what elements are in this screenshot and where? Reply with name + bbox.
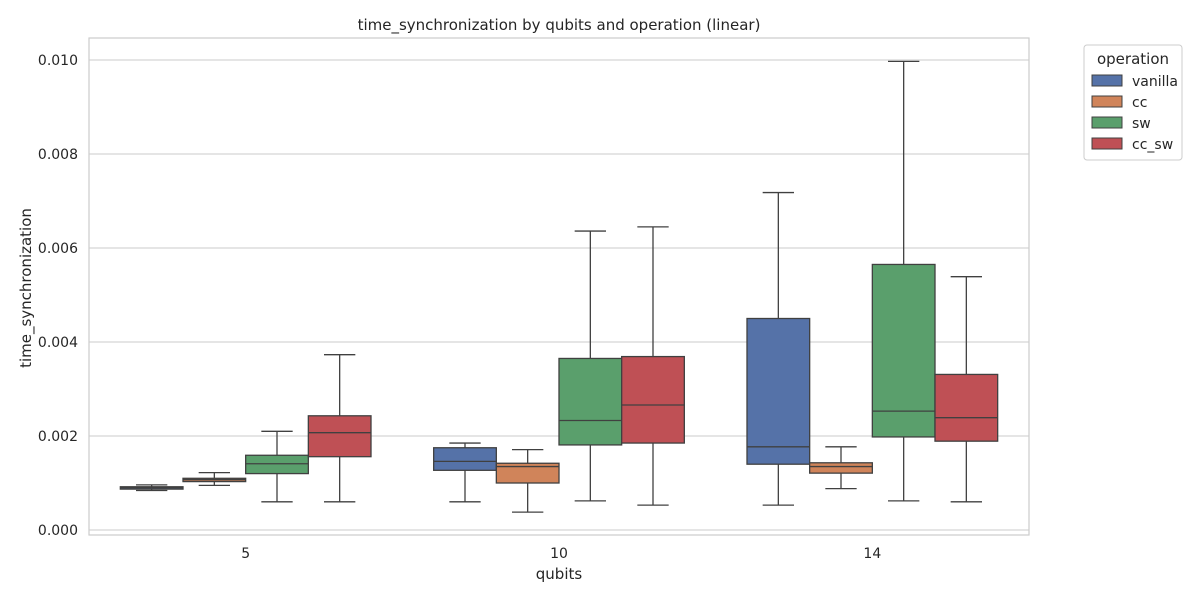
legend-label: sw <box>1132 116 1151 132</box>
box-cc_sw-14 <box>934 276 999 503</box>
y-tick-label: 0.006 <box>38 241 78 257</box>
y-tick-label: 0.004 <box>38 335 78 351</box>
legend-label: cc_sw <box>1132 137 1173 153</box>
box-cc-10 <box>495 448 560 513</box>
legend-title: operation <box>1097 50 1169 68</box>
legend-item-sw: sw <box>1091 116 1151 132</box>
box-iqr <box>245 454 309 475</box>
box-cc-5 <box>182 472 247 487</box>
boxes-layer <box>119 60 999 513</box>
x-axis-label: qubits <box>536 565 583 583</box>
y-tick-label: 0.000 <box>38 523 78 539</box>
legend-item-cc_sw: cc_sw <box>1091 137 1173 153</box>
box-iqr <box>433 447 497 471</box>
box-iqr <box>558 357 623 446</box>
box-iqr <box>746 317 811 465</box>
box-iqr <box>871 263 936 438</box>
y-tick-label: 0.002 <box>38 429 78 445</box>
x-tick-label: 10 <box>550 546 568 562</box>
box-sw-5 <box>245 430 309 503</box>
y-tick-label: 0.010 <box>38 53 78 69</box>
legend-label: cc <box>1132 95 1147 111</box>
legend-swatch <box>1091 74 1123 87</box>
legend-frame <box>1083 44 1183 161</box>
chart-title: time_synchronization by qubits and opera… <box>358 16 761 35</box>
box-vanilla-14 <box>746 191 811 506</box>
legend: operation vanilla cc sw cc_sw <box>1083 44 1183 161</box>
box-sw-14 <box>871 60 936 502</box>
box-sw-10 <box>558 230 623 502</box>
x-tick-label: 14 <box>863 546 881 562</box>
box-vanilla-5 <box>119 484 184 492</box>
box-cc_sw-10 <box>621 226 685 506</box>
plot-frame <box>88 37 1030 536</box>
box-vanilla-10 <box>433 442 497 503</box>
legend-swatch <box>1091 95 1123 108</box>
x-tick-labels: 5 10 14 <box>241 546 881 562</box>
gridlines <box>89 59 1029 531</box>
box-iqr <box>307 415 372 458</box>
legend-swatch <box>1091 137 1123 150</box>
legend-swatch <box>1091 116 1123 129</box>
legend-item-vanilla: vanilla <box>1091 74 1178 90</box>
box-iqr <box>495 462 560 484</box>
legend-item-cc: cc <box>1091 95 1147 111</box>
box-iqr <box>621 355 685 444</box>
x-tick-label: 5 <box>241 546 250 562</box>
legend-items: vanilla cc sw cc_sw <box>1091 74 1178 153</box>
box-cc_sw-5 <box>307 354 372 503</box>
y-axis-label: time_synchronization <box>17 208 36 368</box>
legend-label: vanilla <box>1132 74 1178 90</box>
box-cc-14 <box>809 446 873 490</box>
box-iqr <box>934 373 999 442</box>
y-tick-label: 0.008 <box>38 147 78 163</box>
box-iqr <box>809 462 873 474</box>
y-tick-labels: 0.000 0.002 0.004 0.006 0.008 0.010 <box>38 53 78 539</box>
